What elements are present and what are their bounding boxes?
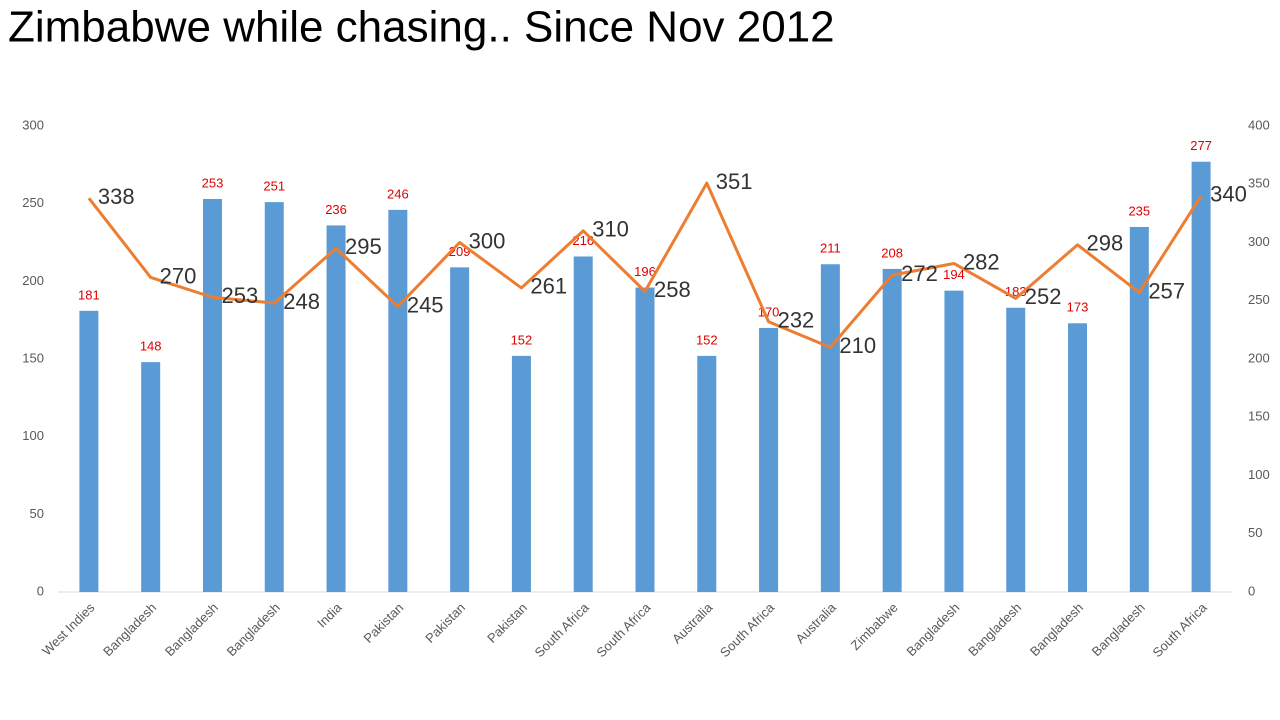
bar (141, 362, 161, 592)
x-tick-label: Bangladesh (1089, 600, 1148, 659)
y2-tick-label: 100 (1248, 467, 1270, 482)
x-tick-label: West Indies (39, 600, 98, 659)
bar (820, 264, 840, 592)
x-tick-label: Bangladesh (162, 600, 221, 659)
x-tick-label: South Africa (532, 599, 593, 660)
x-tick-label: Bangladesh (100, 600, 159, 659)
x-tick-label: South Africa (1149, 599, 1210, 660)
bar (202, 199, 222, 593)
bar-value-label: 236 (325, 202, 347, 217)
y-tick-label: 150 (22, 350, 44, 365)
chart-title: Zimbabwe while chasing.. Since Nov 2012 (8, 3, 835, 52)
bar (573, 256, 593, 592)
line-value-label: 338 (98, 184, 135, 209)
y-tick-label: 0 (37, 583, 44, 598)
x-tick-label: Pakistan (422, 600, 468, 646)
y-tick-label: 300 (22, 117, 44, 132)
bar (388, 209, 408, 592)
bar (759, 327, 779, 592)
y2-tick-label: 50 (1248, 525, 1262, 540)
y2-tick-label: 200 (1248, 350, 1270, 365)
x-tick-label: Pakistan (361, 600, 407, 646)
bar-value-label: 181 (78, 287, 100, 302)
x-tick-label: Bangladesh (1027, 600, 1086, 659)
y2-tick-label: 400 (1248, 117, 1270, 132)
line-value-label: 258 (654, 277, 691, 302)
line-value-label: 245 (407, 292, 444, 317)
line-value-label: 232 (778, 308, 815, 333)
bar-value-label: 235 (1128, 203, 1150, 218)
line-value-label: 261 (530, 274, 567, 299)
x-tick-label: Australia (793, 599, 840, 646)
line-value-label: 351 (716, 169, 753, 194)
x-tick-label: Pakistan (484, 600, 530, 646)
bar (1006, 307, 1026, 592)
bar-value-label: 253 (202, 175, 224, 190)
line-value-label: 272 (901, 261, 938, 286)
bar (635, 287, 655, 592)
bar-value-label: 277 (1190, 138, 1212, 153)
bar-value-label: 216 (572, 233, 594, 248)
line (87, 181, 1203, 349)
x-tick-label: India (314, 599, 345, 630)
bar-value-label: 251 (263, 179, 285, 194)
bar-value-label: 148 (140, 339, 162, 354)
x-tick-label: South Africa (593, 599, 654, 660)
line-value-label: 257 (1148, 278, 1185, 303)
y-tick-label: 50 (30, 506, 44, 521)
line-value-label: 248 (283, 289, 320, 314)
bar (264, 202, 284, 592)
line-value-label: 295 (345, 234, 382, 259)
y2-tick-label: 150 (1248, 409, 1270, 424)
bar (511, 355, 531, 592)
x-tick-label: South Africa (717, 599, 778, 660)
line-value-label: 252 (1025, 284, 1062, 309)
x-tick-label: Bangladesh (903, 600, 962, 659)
bar (697, 355, 717, 592)
bar (882, 268, 902, 592)
bar (450, 267, 470, 592)
line-value-label: 310 (592, 217, 629, 242)
y2-tick-label: 350 (1248, 176, 1270, 191)
x-tick-label: Zimbabwe (848, 600, 901, 653)
bar-value-label: 208 (881, 245, 903, 260)
bar-value-label: 152 (511, 332, 533, 347)
y2-tick-label: 0 (1248, 583, 1255, 598)
line-value-label: 340 (1210, 182, 1247, 207)
line-value-label: 298 (1087, 231, 1124, 256)
bar (1191, 161, 1211, 592)
bar (1129, 226, 1149, 592)
bar-value-label: 211 (820, 241, 841, 256)
bar (326, 225, 346, 592)
bar-value-label: 152 (696, 332, 718, 347)
x-tick-label: Australia (669, 599, 716, 646)
x-tick-label: Bangladesh (965, 600, 1024, 659)
x-tick-label: Bangladesh (224, 600, 283, 659)
y2-tick-label: 250 (1248, 292, 1270, 307)
bar (1068, 323, 1088, 592)
bar-value-label: 173 (1067, 300, 1089, 315)
bar-value-label: 196 (634, 264, 656, 279)
line-value-label: 282 (963, 249, 1000, 274)
y-tick-label: 200 (22, 273, 44, 288)
line-value-label: 253 (221, 283, 258, 308)
bar (79, 310, 99, 592)
line-value-label: 270 (160, 263, 197, 288)
line-value-label: 300 (469, 228, 506, 253)
bar (944, 290, 964, 592)
bar-value-label: 194 (943, 267, 965, 282)
y-tick-label: 100 (22, 428, 44, 443)
y2-tick-label: 300 (1248, 234, 1270, 249)
y-tick-label: 250 (22, 195, 44, 210)
bar-value-label: 246 (387, 186, 409, 201)
line-value-label: 210 (839, 333, 876, 358)
